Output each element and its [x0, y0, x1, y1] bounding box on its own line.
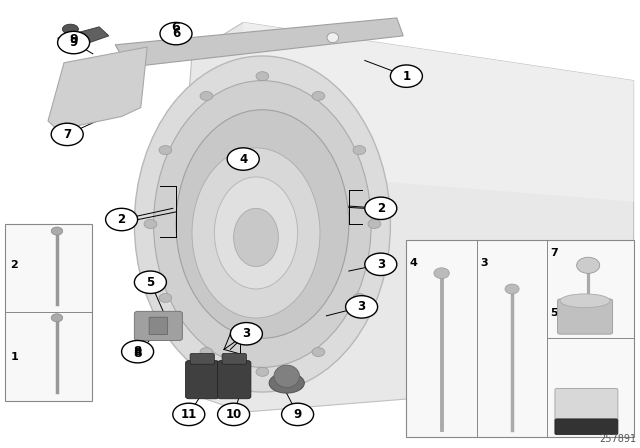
Ellipse shape — [63, 24, 79, 34]
Ellipse shape — [269, 373, 305, 393]
Circle shape — [200, 91, 212, 100]
Circle shape — [173, 403, 205, 426]
Circle shape — [160, 22, 192, 45]
Text: 5: 5 — [550, 308, 558, 318]
Text: 4: 4 — [410, 258, 417, 268]
Circle shape — [505, 284, 519, 294]
Polygon shape — [48, 47, 147, 130]
Bar — [406, 240, 634, 437]
Ellipse shape — [234, 208, 278, 267]
Text: 257891: 257891 — [600, 434, 637, 444]
Circle shape — [144, 220, 157, 228]
Bar — [5, 224, 92, 401]
Text: 3: 3 — [377, 258, 385, 271]
Text: 3: 3 — [358, 300, 365, 314]
Text: 2: 2 — [10, 260, 18, 270]
Text: 2: 2 — [377, 202, 385, 215]
FancyBboxPatch shape — [134, 311, 182, 340]
Text: 3: 3 — [243, 327, 250, 340]
Ellipse shape — [192, 148, 320, 318]
Ellipse shape — [274, 365, 300, 388]
Text: 2: 2 — [118, 213, 125, 226]
Text: 9: 9 — [69, 33, 78, 46]
Circle shape — [256, 367, 269, 376]
Circle shape — [122, 340, 154, 363]
Text: 6: 6 — [172, 27, 180, 40]
FancyBboxPatch shape — [555, 388, 618, 435]
Polygon shape — [243, 22, 634, 202]
Circle shape — [58, 31, 90, 54]
FancyBboxPatch shape — [149, 317, 168, 335]
FancyBboxPatch shape — [190, 353, 214, 364]
Polygon shape — [179, 22, 634, 412]
Polygon shape — [58, 27, 109, 49]
Ellipse shape — [560, 294, 610, 308]
Ellipse shape — [154, 81, 371, 367]
Circle shape — [365, 197, 397, 220]
Ellipse shape — [327, 33, 339, 43]
Circle shape — [159, 146, 172, 155]
FancyBboxPatch shape — [218, 361, 251, 399]
Text: 1: 1 — [403, 69, 410, 83]
Polygon shape — [115, 18, 403, 67]
Circle shape — [51, 123, 83, 146]
Circle shape — [312, 91, 324, 100]
Text: 4: 4 — [239, 152, 247, 166]
FancyBboxPatch shape — [555, 419, 618, 435]
Circle shape — [134, 271, 166, 293]
Circle shape — [230, 323, 262, 345]
FancyBboxPatch shape — [186, 361, 219, 399]
Circle shape — [390, 65, 422, 87]
Text: 1: 1 — [10, 352, 18, 362]
Circle shape — [282, 403, 314, 426]
Circle shape — [200, 348, 212, 357]
Circle shape — [256, 72, 269, 81]
Ellipse shape — [214, 177, 298, 289]
Text: 10: 10 — [225, 408, 242, 421]
Circle shape — [159, 293, 172, 302]
Text: 3: 3 — [480, 258, 488, 268]
Circle shape — [353, 293, 366, 302]
Text: 5: 5 — [147, 276, 154, 289]
FancyBboxPatch shape — [222, 353, 246, 364]
Circle shape — [346, 296, 378, 318]
Text: 6: 6 — [172, 21, 180, 34]
Circle shape — [106, 208, 138, 231]
Text: 7: 7 — [63, 128, 71, 141]
Text: 8: 8 — [133, 347, 142, 361]
Circle shape — [365, 253, 397, 276]
Ellipse shape — [134, 56, 390, 392]
Ellipse shape — [176, 110, 349, 338]
Circle shape — [227, 148, 259, 170]
Circle shape — [368, 220, 381, 228]
Circle shape — [51, 314, 63, 322]
Circle shape — [434, 268, 449, 279]
Text: 9: 9 — [294, 408, 301, 421]
Circle shape — [353, 146, 366, 155]
Text: 9: 9 — [70, 36, 77, 49]
Circle shape — [51, 227, 63, 235]
Circle shape — [218, 403, 250, 426]
Text: 8: 8 — [134, 345, 141, 358]
Circle shape — [577, 257, 600, 273]
Text: 7: 7 — [550, 249, 558, 258]
Circle shape — [312, 348, 324, 357]
FancyBboxPatch shape — [557, 299, 612, 334]
Text: 11: 11 — [180, 408, 197, 421]
